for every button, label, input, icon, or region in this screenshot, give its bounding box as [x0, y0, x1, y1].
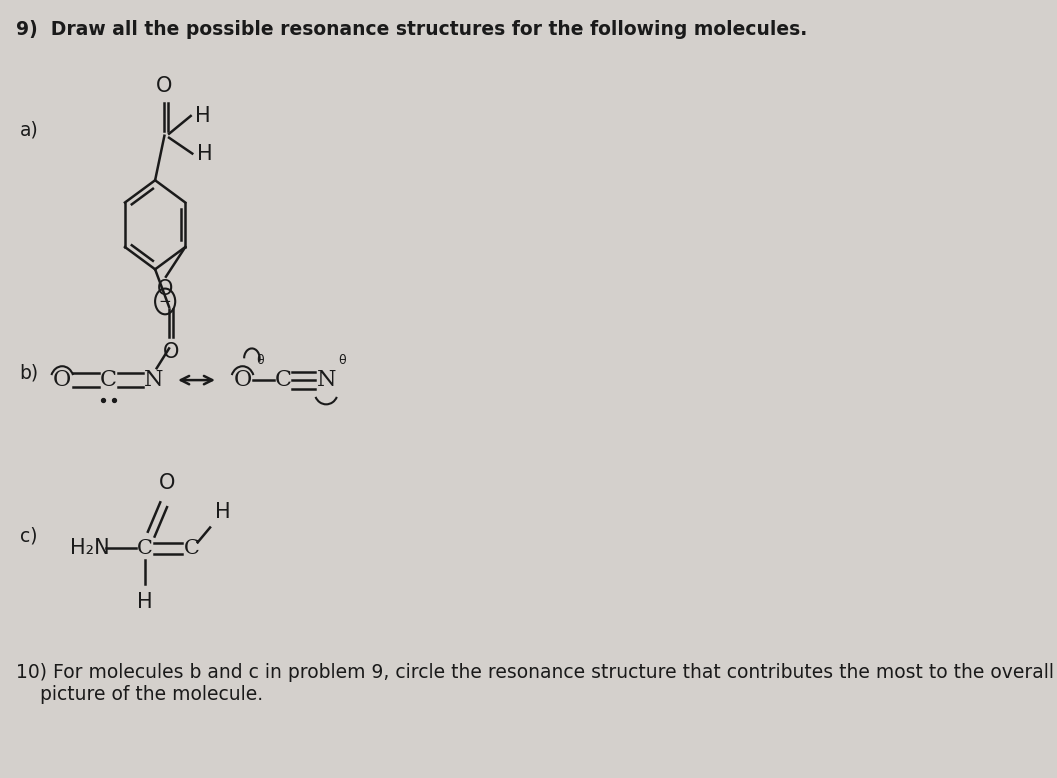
Text: O: O — [159, 473, 174, 493]
Text: b): b) — [20, 363, 39, 383]
Text: a): a) — [20, 121, 38, 140]
Text: θ: θ — [257, 354, 264, 366]
Text: −: − — [159, 294, 171, 309]
Text: H: H — [197, 144, 212, 163]
Text: C: C — [184, 539, 200, 558]
Text: N: N — [144, 369, 164, 391]
Text: θ: θ — [338, 354, 346, 366]
Text: O: O — [157, 279, 173, 299]
Text: C: C — [100, 369, 117, 391]
Text: H: H — [137, 592, 153, 612]
Text: C: C — [137, 539, 153, 558]
Text: O: O — [53, 369, 72, 391]
Text: O: O — [163, 342, 179, 362]
Text: H: H — [215, 502, 230, 521]
Text: H: H — [196, 106, 211, 126]
Text: O: O — [234, 369, 252, 391]
Text: c): c) — [20, 527, 37, 546]
Text: N: N — [316, 369, 336, 391]
Text: H₂N: H₂N — [70, 538, 109, 559]
Text: 10) For molecules b and c in problem 9, circle the resonance structure that cont: 10) For molecules b and c in problem 9, … — [16, 663, 1054, 704]
Text: O: O — [156, 76, 172, 96]
Text: 9)  Draw all the possible resonance structures for the following molecules.: 9) Draw all the possible resonance struc… — [16, 20, 808, 39]
Text: C: C — [275, 369, 292, 391]
